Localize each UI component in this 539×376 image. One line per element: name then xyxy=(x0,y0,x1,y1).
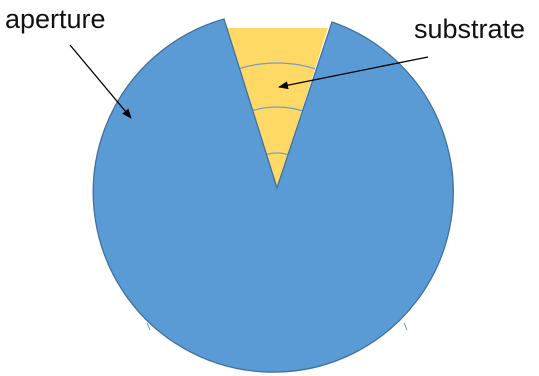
aperture-region xyxy=(92,18,454,373)
substrate-arrow xyxy=(278,56,429,90)
substrate-arc-1 xyxy=(224,62,328,188)
aperture-label: aperture xyxy=(5,4,106,34)
aperture-tick-right xyxy=(403,322,408,331)
aperture-arrow xyxy=(69,44,132,119)
substrate-arc-2 xyxy=(224,106,328,188)
aperture-tick-left xyxy=(146,322,151,331)
substrate-arcs xyxy=(224,62,328,188)
substrate-label: substrate xyxy=(414,14,526,44)
substrate-arc-3 xyxy=(236,152,318,188)
substrate-region xyxy=(224,28,328,188)
